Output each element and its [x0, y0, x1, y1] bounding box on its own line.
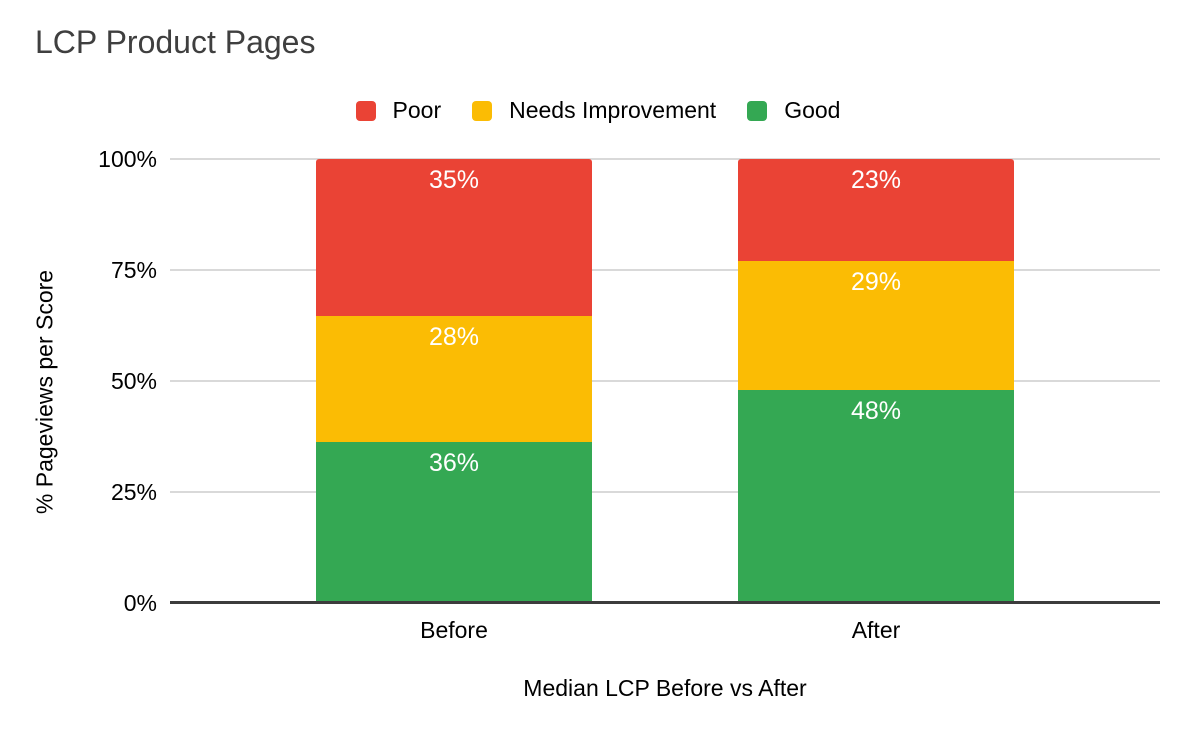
legend-swatch-icon-needs-improvement [472, 100, 493, 121]
legend-item-needs-improvement: Needs Improvement [472, 97, 716, 124]
legend-item-poor: Poor [355, 97, 442, 124]
gridline-25pct [170, 491, 1160, 493]
plot-area: 36% 28% 35% Before 48% 29% 23% After [170, 158, 1160, 643]
bar-value-label-before-needs-improvement: 28% [428, 322, 480, 351]
bar-segment-before-poor: 35% [316, 159, 592, 316]
x-axis-title: Median LCP Before vs After [523, 675, 807, 701]
bar-segment-before-needs-improvement: 28% [316, 315, 592, 442]
y-tick-label-25pct: 25% [110, 479, 157, 505]
x-category-label-after: After [851, 617, 901, 643]
bar-value-label-before-poor: 35% [428, 166, 480, 194]
y-tick-label-100pct: 100% [98, 146, 157, 172]
gridline-75pct [170, 269, 1160, 271]
legend: Poor Needs Improvement Good [0, 97, 1196, 124]
legend-label-good: Good [784, 97, 841, 123]
bar-value-label-after-needs-improvement: 29% [850, 268, 902, 297]
bar-value-label-after-good: 48% [850, 396, 902, 425]
bar-segment-after-poor: 23% [738, 159, 1014, 262]
gridline-100pct [170, 158, 1160, 160]
y-tick-label-0pct: 0% [123, 590, 157, 616]
y-tick-label-50pct: 50% [110, 368, 157, 394]
bar-segment-after-needs-improvement: 29% [738, 261, 1014, 390]
chart-title: LCP Product Pages [35, 24, 316, 60]
x-axis-line [170, 601, 1160, 604]
bar-value-label-after-poor: 23% [850, 166, 902, 194]
x-category-label-before: Before [420, 617, 488, 643]
legend-label-needs-improvement: Needs Improvement [509, 97, 717, 123]
y-tick-label-75pct: 75% [110, 257, 157, 283]
legend-item-good: Good [747, 97, 840, 124]
bar-value-label-before-good: 36% [428, 448, 480, 477]
legend-swatch-icon-good [747, 100, 768, 121]
gridline-50pct [170, 380, 1160, 382]
legend-label-poor: Poor [392, 97, 442, 123]
legend-swatch-icon-poor [355, 100, 376, 121]
bar-segment-after-good: 48% [738, 389, 1014, 603]
bar-segment-before-good: 36% [316, 441, 592, 603]
